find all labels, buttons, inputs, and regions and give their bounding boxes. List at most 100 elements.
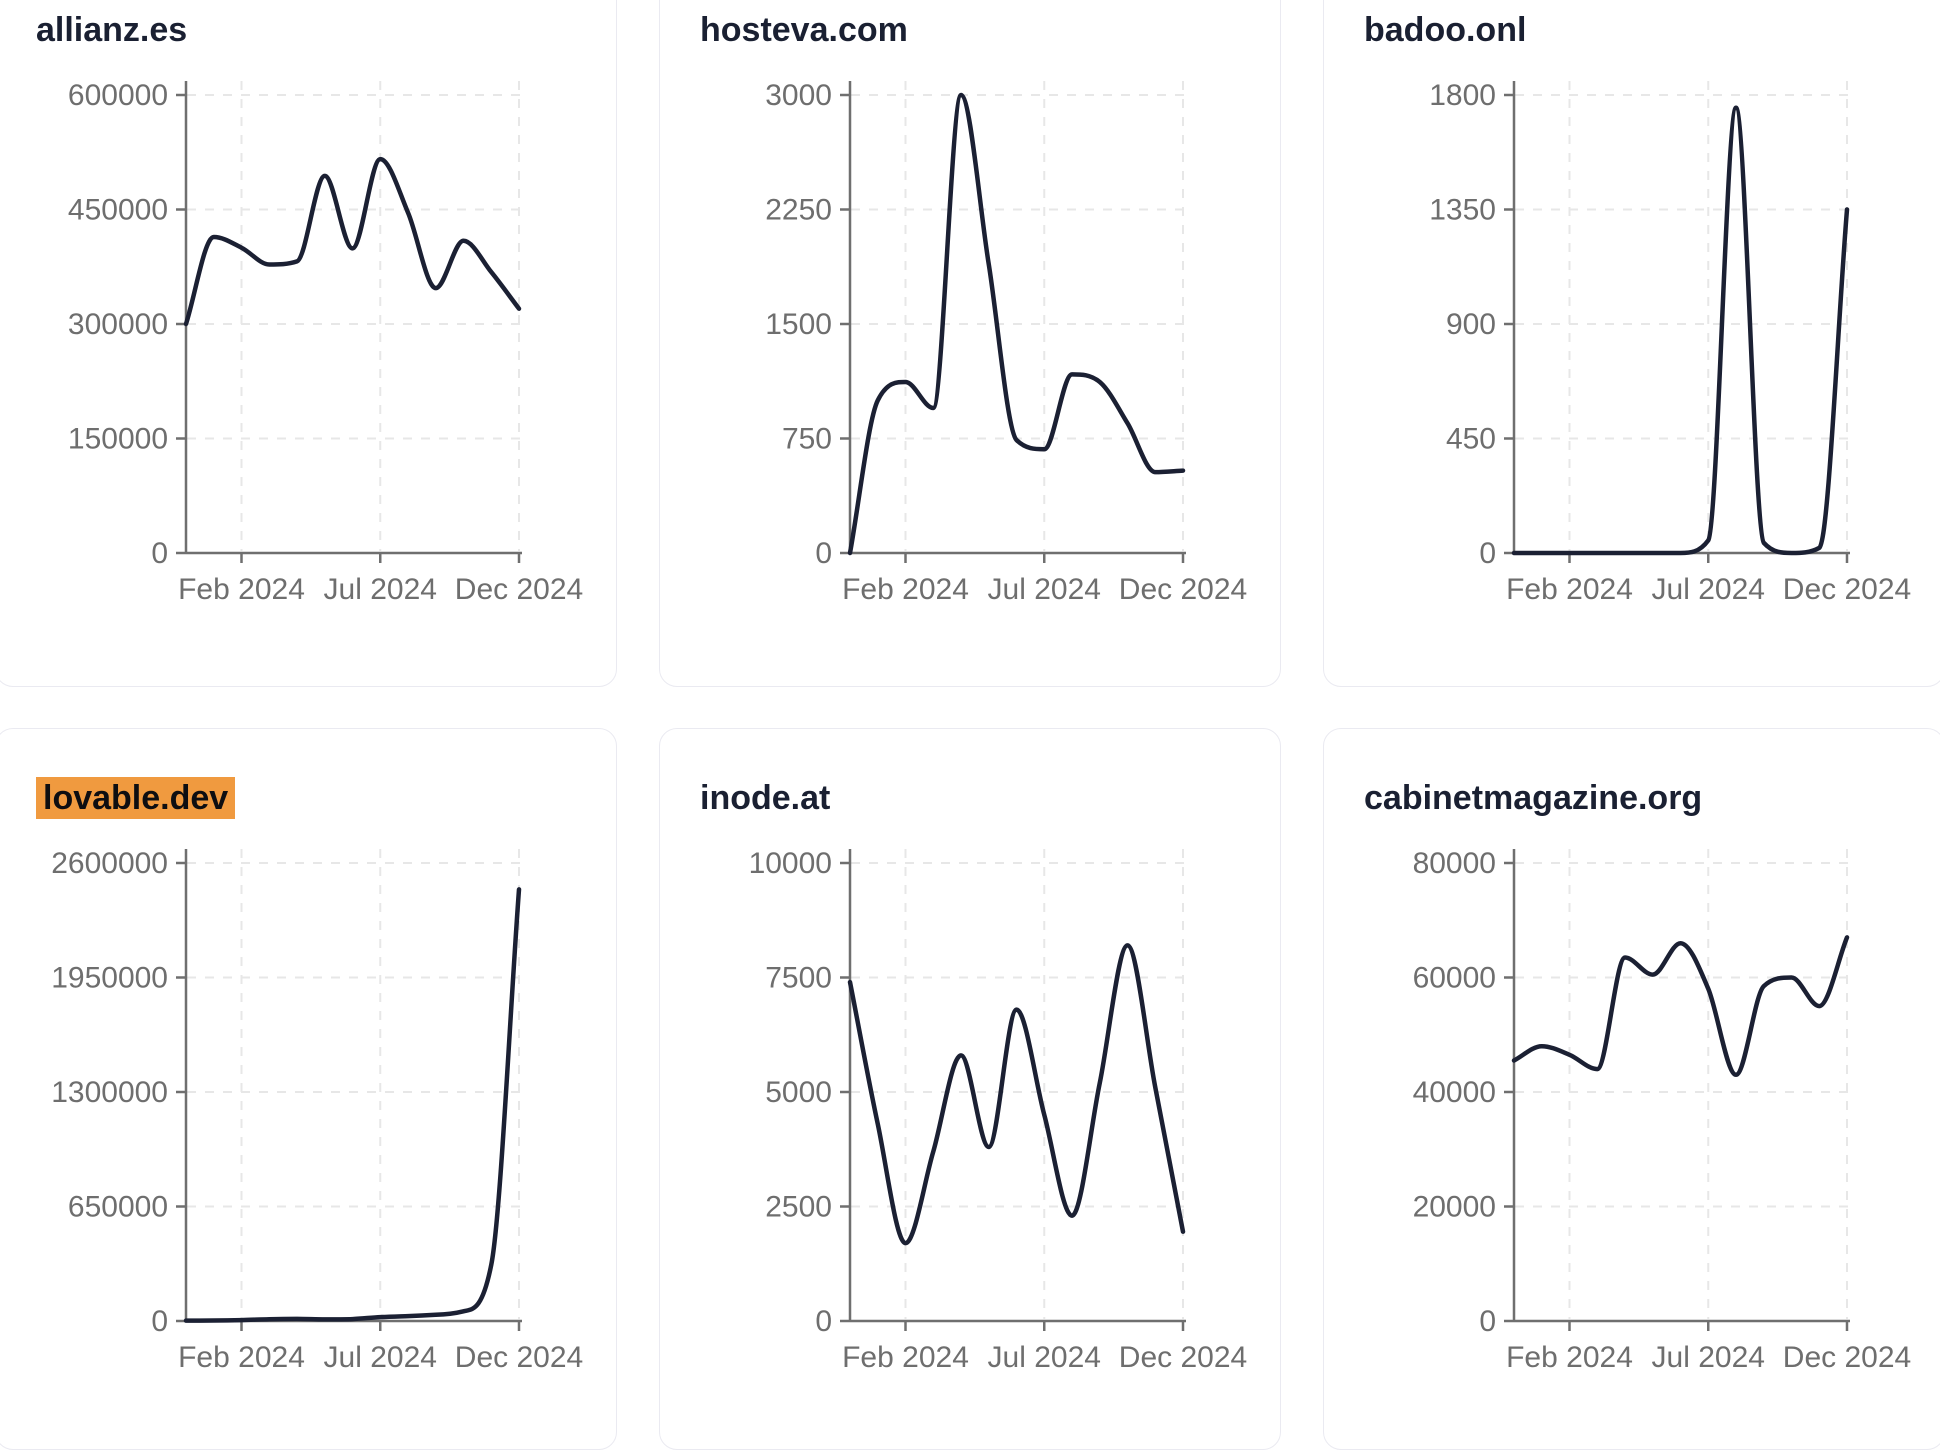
x-tick-label: Feb 2024 [842, 1341, 969, 1374]
x-tick-label: Dec 2024 [1783, 1341, 1911, 1374]
domain-chart-card-badoo-onl: badoo.onl 0 450 900 1350 1800 Feb 2024 Jul 202… [1323, 0, 1940, 687]
y-tick-label: 300000 [68, 308, 168, 341]
x-tick-label: Jul 2024 [324, 1341, 437, 1374]
x-tick-label: Feb 2024 [1506, 573, 1633, 606]
domain-chart-card-hosteva-com: hosteva.com 0 750 1500 2250 3000 Feb 2024 Jul … [659, 0, 1281, 687]
x-tick-label: Feb 2024 [178, 1341, 305, 1374]
y-tick-labels: 0 20000 40000 60000 80000 [1413, 847, 1496, 1338]
x-tick-labels: Feb 2024 Jul 2024 Dec 2024 [178, 573, 583, 606]
x-tick-label: Dec 2024 [1119, 1341, 1247, 1374]
y-tick-labels: 0 450 900 1350 1800 [1429, 79, 1496, 570]
x-tick-labels: Feb 2024 Jul 2024 Dec 2024 [842, 573, 1247, 606]
card-title: lovable.dev [36, 777, 586, 819]
card-title: badoo.onl [1364, 9, 1914, 51]
x-tick-labels: Feb 2024 Jul 2024 Dec 2024 [178, 1341, 583, 1374]
x-tick-labels: Feb 2024 Jul 2024 Dec 2024 [1506, 1341, 1911, 1374]
y-tick-label: 2500 [765, 1191, 832, 1224]
domain-name: lovable.dev [36, 777, 236, 819]
y-tick-label: 1350 [1429, 194, 1496, 227]
y-tick-label: 0 [151, 1305, 168, 1338]
y-tick-label: 2250 [765, 194, 832, 227]
domain-chart-card-inode-at: inode.at 0 2500 5000 7500 10000 Feb 2024 Jul 2… [659, 728, 1281, 1450]
domain-name: hosteva.com [700, 11, 908, 49]
axes [840, 849, 1186, 1331]
traffic-line-chart: 0 20000 40000 60000 80000 Feb 2024 Jul 2024 Dec… [1413, 847, 1912, 1374]
gridlines [851, 849, 1189, 1319]
x-tick-label: Dec 2024 [1119, 573, 1247, 606]
x-tick-label: Jul 2024 [324, 573, 437, 606]
axes [840, 81, 1186, 563]
y-tick-label: 0 [151, 537, 168, 570]
y-tick-label: 60000 [1413, 962, 1496, 995]
y-tick-labels: 0 2500 5000 7500 10000 [749, 847, 832, 1338]
traffic-line [847, 943, 1186, 1246]
traffic-line-chart: 0 150000 300000 450000 600000 Feb 2024 Jul 202… [68, 79, 583, 606]
domain-name: allianz.es [36, 11, 188, 49]
y-tick-label: 600000 [68, 79, 168, 112]
y-tick-label: 450 [1446, 423, 1496, 456]
y-tick-label: 20000 [1413, 1191, 1496, 1224]
y-tick-label: 1300000 [51, 1076, 168, 1109]
x-tick-label: Dec 2024 [1783, 573, 1911, 606]
y-tick-label: 450000 [68, 194, 168, 227]
axes [1504, 81, 1850, 563]
y-tick-label: 750 [782, 423, 832, 456]
x-tick-label: Jul 2024 [988, 1341, 1101, 1374]
y-tick-labels: 0 650000 1300000 1950000 2600000 [51, 847, 168, 1338]
traffic-line [1511, 935, 1850, 1078]
domain-chart-card-lovable-dev: lovable.dev 0 650000 1300000 1950000 2600000… [0, 728, 617, 1450]
y-tick-label: 0 [1479, 537, 1496, 570]
x-tick-label: Jul 2024 [1652, 573, 1765, 606]
gridlines [851, 81, 1189, 551]
x-tick-label: Feb 2024 [842, 573, 969, 606]
traffic-line [847, 92, 1186, 556]
gridlines [187, 849, 525, 1319]
y-tick-label: 150000 [68, 423, 168, 456]
y-tick-label: 0 [1479, 1305, 1496, 1338]
x-tick-labels: Feb 2024 Jul 2024 Dec 2024 [1506, 573, 1911, 606]
y-tick-label: 0 [815, 537, 832, 570]
domain-name: inode.at [700, 779, 831, 817]
axes [176, 849, 522, 1331]
traffic-line-chart: 0 450 900 1350 1800 Feb 2024 Jul 2024 Dec 2024 [1429, 79, 1911, 606]
y-tick-label: 900 [1446, 308, 1496, 341]
card-title: inode.at [700, 777, 1250, 819]
card-title: allianz.es [36, 9, 586, 51]
traffic-line-chart: 0 650000 1300000 1950000 2600000 Feb 2024 Jul … [51, 847, 583, 1374]
y-tick-label: 0 [815, 1305, 832, 1338]
domain-chart-card-cabinetmagazine-org: cabinetmagazine.org 0 20000 40000 60000 8000… [1323, 728, 1940, 1450]
y-tick-label: 2600000 [51, 847, 168, 880]
y-tick-label: 1800 [1429, 79, 1496, 112]
y-tick-label: 650000 [68, 1191, 168, 1224]
gridlines [1515, 849, 1853, 1319]
card-title: hosteva.com [700, 9, 1250, 51]
y-tick-label: 10000 [749, 847, 832, 880]
traffic-line [1511, 105, 1850, 556]
card-title: cabinetmagazine.org [1364, 777, 1914, 819]
y-tick-labels: 0 750 1500 2250 3000 [765, 79, 832, 570]
y-tick-label: 5000 [765, 1076, 832, 1109]
y-tick-label: 80000 [1413, 847, 1496, 880]
y-tick-label: 7500 [765, 962, 832, 995]
x-tick-label: Jul 2024 [1652, 1341, 1765, 1374]
axes [1504, 849, 1850, 1331]
gridlines [1515, 81, 1853, 551]
domain-name: cabinetmagazine.org [1364, 779, 1703, 817]
traffic-line [183, 887, 522, 1323]
traffic-line-chart: 0 2500 5000 7500 10000 Feb 2024 Jul 2024 Dec 20… [749, 847, 1248, 1374]
y-tick-label: 1500 [765, 308, 832, 341]
y-tick-label: 40000 [1413, 1076, 1496, 1109]
gridlines [187, 81, 525, 551]
y-tick-labels: 0 150000 300000 450000 600000 [68, 79, 168, 570]
axes [176, 81, 522, 563]
domain-chart-card-allianz-es: allianz.es 0 150000 300000 450000 600000 Feb … [0, 0, 617, 687]
x-tick-labels: Feb 2024 Jul 2024 Dec 2024 [842, 1341, 1247, 1374]
x-tick-label: Jul 2024 [988, 573, 1101, 606]
x-tick-label: Feb 2024 [178, 573, 305, 606]
traffic-line [183, 156, 522, 327]
x-tick-label: Feb 2024 [1506, 1341, 1633, 1374]
x-tick-label: Dec 2024 [455, 573, 583, 606]
domain-name: badoo.onl [1364, 11, 1527, 49]
y-tick-label: 1950000 [51, 962, 168, 995]
